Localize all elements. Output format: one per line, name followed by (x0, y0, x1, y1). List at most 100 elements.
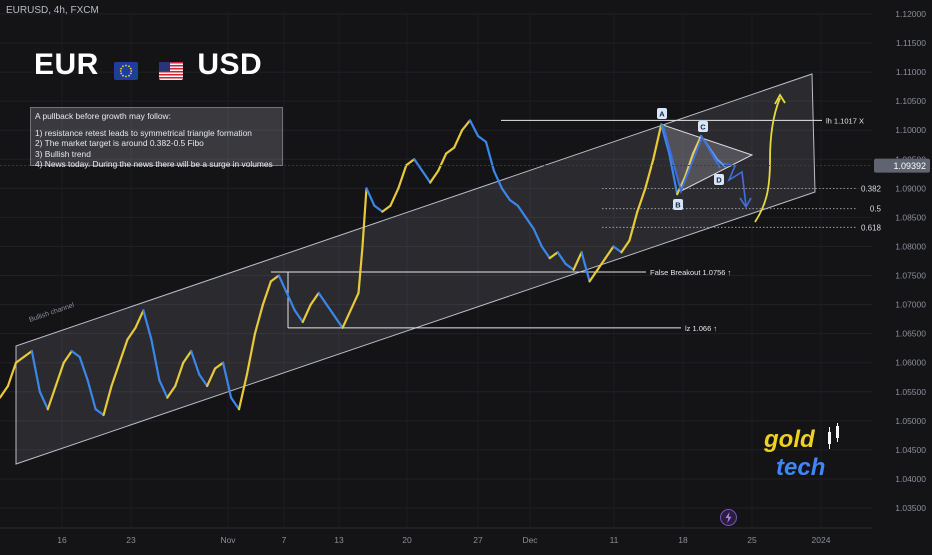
triangle-pattern: A B C D (657, 108, 754, 210)
price-tick-label: 1.05500 (895, 387, 926, 397)
price-segment-up (269, 274, 280, 283)
price-tick-label: 1.11500 (896, 38, 926, 48)
time-tick-label: 2024 (812, 535, 831, 545)
price-segment-up (389, 187, 400, 207)
price-segment-down (556, 251, 567, 266)
forecast-blue-arrow (721, 162, 747, 207)
price-segment-down (468, 119, 480, 138)
us-flag-icon (158, 54, 183, 81)
pattern-point-badge (673, 199, 683, 210)
fib-label: 0.5 (870, 205, 882, 214)
price-tick-label: 1.10000 (895, 125, 926, 135)
pattern-point-badge (714, 174, 724, 185)
time-tick-label: Nov (220, 535, 236, 545)
time-tick-label: 11 (610, 535, 619, 545)
price-tick-label: 1.06000 (895, 358, 926, 368)
price-segment-down (78, 355, 89, 382)
price-segment-down (492, 169, 504, 190)
pattern-point-label: C (700, 123, 706, 132)
price-segment-down (94, 408, 105, 417)
price-segment-down (532, 227, 543, 248)
price-segment-up (118, 338, 129, 364)
price-segment-down (373, 204, 384, 213)
price-segment-up (429, 169, 440, 184)
price-segment-up (437, 152, 448, 173)
price-segment-up (596, 256, 607, 271)
price-segment-up (214, 361, 225, 370)
price-segment-down (413, 158, 424, 173)
time-tick-label: 25 (747, 535, 757, 545)
price-segment-down (285, 291, 296, 312)
base-currency: EUR (34, 48, 99, 81)
time-tick-label: 27 (473, 535, 483, 545)
price-segment-up (0, 384, 10, 399)
current-price-label: 1.09392 (893, 161, 926, 171)
price-segment-up (46, 384, 57, 411)
price-segment-up (309, 291, 320, 306)
quote-currency: USD (197, 48, 263, 81)
price-tick-label: 1.12000 (895, 9, 926, 19)
price-segment-down (317, 291, 328, 306)
price-segment-up (54, 361, 65, 388)
current-price-box (874, 158, 930, 173)
price-segment-up (110, 361, 121, 388)
price-tick-label: 1.07500 (895, 271, 926, 281)
pattern-point-badge (698, 121, 708, 132)
time-tick-label: 13 (334, 535, 344, 545)
price-segment-down (198, 373, 209, 388)
price-segment-up (341, 309, 352, 329)
pattern-point-label: A (659, 110, 665, 119)
time-axis: 16 23 Nov 7 13 20 27 Dec 11 18 25 2024 (0, 527, 872, 545)
price-segment-down (30, 349, 41, 393)
harmonic-path (662, 124, 721, 195)
forecast-yellow-arrow (754, 97, 781, 223)
price-segment-up (628, 210, 639, 242)
forecast-blue-arrowhead (739, 197, 752, 209)
price-segment-up (405, 158, 416, 167)
price-segment-up (174, 361, 185, 388)
lightning-icon[interactable] (720, 509, 737, 526)
price-segment-up (652, 123, 663, 161)
price-segment-down (476, 134, 488, 143)
price-segment-down (421, 169, 432, 184)
eu-flag-icon (113, 54, 138, 81)
price-segment-down (190, 349, 201, 376)
price-segment-up (676, 175, 687, 196)
gridlines (0, 13, 872, 528)
time-tick-label: 7 (282, 535, 287, 545)
price-segment-up (22, 349, 33, 358)
fib-label: 0.618 (861, 223, 882, 232)
price-segment-up (381, 204, 392, 213)
note-line: 1) resistance retest leads to symmetrica… (35, 127, 252, 138)
price-segment-up (349, 291, 360, 312)
price-segment-up (182, 349, 193, 364)
time-tick-label: Dec (522, 535, 538, 545)
current-price-tag: 1.09392 (0, 158, 930, 173)
price-segment-up (237, 373, 249, 411)
price-path (0, 119, 727, 417)
price-tick-label: 1.03500 (895, 503, 926, 513)
price-segment-down (580, 251, 591, 283)
svg-text:tech: tech (776, 454, 825, 479)
price-segment-up (301, 303, 312, 324)
price-segment-up (166, 384, 177, 399)
price-segment-up (62, 349, 73, 364)
price-segment-up (126, 326, 137, 341)
price-segment-up (445, 146, 456, 155)
time-tick-label: 23 (126, 535, 136, 545)
note-line: 2) The market target is around 0.382-0.5… (35, 138, 204, 148)
price-segment-up (102, 384, 113, 417)
price-segment-up (620, 239, 631, 254)
price-levels: lh 1.1017 X False Breakout 1.0756 ↑ lz 1.0… (271, 116, 864, 333)
pair-title: EUR USD (34, 48, 262, 82)
price-tick-label: 1.05000 (895, 416, 926, 426)
price-segment-up (206, 367, 217, 388)
price-segment-down (564, 262, 575, 271)
price-tick-label: 1.09000 (895, 183, 926, 193)
price-segment-down (150, 338, 161, 382)
price-segment-up (245, 332, 257, 376)
price-segment-up (548, 251, 559, 260)
forecast-yellow-arrowhead (774, 93, 786, 105)
pattern-point-label: B (675, 201, 681, 210)
